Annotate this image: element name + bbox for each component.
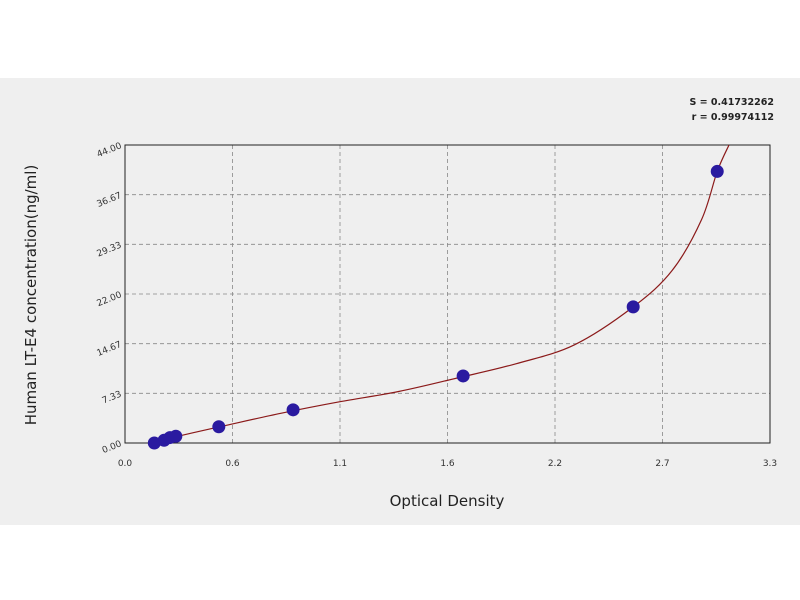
x-tick-label: 1.6: [440, 459, 455, 469]
data-point: [456, 369, 470, 383]
plot-frame: [124, 144, 771, 444]
data-point: [710, 164, 724, 178]
data-point: [212, 420, 226, 434]
x-tick-label: 0.6: [225, 459, 240, 469]
y-tick-label: 29.33: [96, 241, 124, 260]
stat-s: S = 0.41732262: [689, 97, 774, 108]
stat-r: r = 0.99974112: [692, 112, 774, 123]
x-tick-label: 2.7: [655, 459, 669, 469]
y-tick-label: 0.00: [101, 439, 124, 456]
x-axis-ticks: 0.0 0.6 1.1 1.6 2.2 2.7 3.3: [118, 459, 777, 469]
data-point: [169, 429, 183, 443]
chart-panel: [0, 78, 800, 525]
y-tick-label: 22.00: [96, 290, 124, 309]
grid: [125, 145, 770, 443]
y-tick-label: 44.00: [96, 141, 124, 160]
data-point: [147, 436, 161, 450]
data-points: [147, 164, 724, 450]
x-tick-label: 1.1: [333, 459, 347, 469]
x-tick-label: 3.3: [763, 459, 777, 469]
data-point: [286, 403, 300, 417]
fit-curve: [148, 144, 730, 444]
x-tick-label: 2.2: [548, 459, 562, 469]
x-tick-label: 0.0: [118, 459, 133, 469]
y-tick-label: 7.33: [101, 390, 123, 407]
y-tick-label: 14.67: [96, 340, 124, 359]
x-axis-label: Optical Density: [390, 492, 505, 510]
y-tick-label: 36.67: [96, 191, 124, 210]
y-axis-ticks: 0.00 7.33 14.67 22.00 29.33 36.67 44.00: [96, 141, 124, 456]
data-point: [626, 300, 640, 314]
y-axis-label: Human LT-E4 concentration(ng/ml): [22, 165, 40, 426]
